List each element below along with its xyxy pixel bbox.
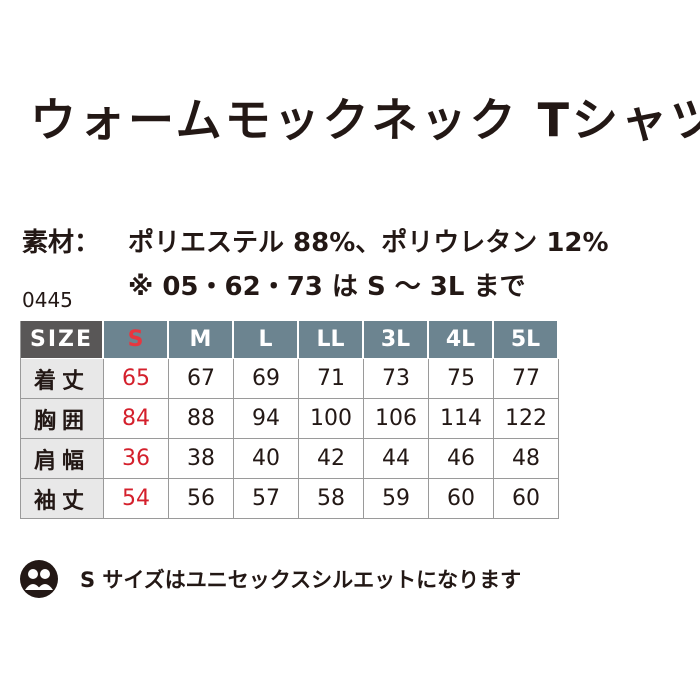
header-cell: S (104, 321, 169, 359)
cell: 73 (364, 359, 429, 399)
material-note: ※ 05・62・73 は S ～ 3L まで (128, 272, 526, 302)
material-text: ポリエステル 88%、ポリウレタン 12% (128, 228, 609, 258)
cell: 40 (234, 439, 299, 479)
cell: 56 (169, 479, 234, 519)
cell: 77 (494, 359, 559, 399)
cell: 88 (169, 399, 234, 439)
cell: 36 (104, 439, 169, 479)
cell: 58 (299, 479, 364, 519)
row-label: 肩幅 (21, 439, 104, 479)
cell: 67 (169, 359, 234, 399)
row-label: 着丈 (21, 359, 104, 399)
cell: 42 (299, 439, 364, 479)
cell: 44 (364, 439, 429, 479)
cell: 57 (234, 479, 299, 519)
cell: 48 (494, 439, 559, 479)
header-cell: 5L (494, 321, 559, 359)
row-label: 袖丈 (21, 479, 104, 519)
header-cell: M (169, 321, 234, 359)
cell: 46 (429, 439, 494, 479)
note: S サイズはユニセックスシルエットになります (80, 568, 522, 592)
header-cell: LL (299, 321, 364, 359)
cell: 106 (364, 399, 429, 439)
cell: 54 (104, 479, 169, 519)
cell: 75 (429, 359, 494, 399)
cell: 100 (299, 399, 364, 439)
cell: 114 (429, 399, 494, 439)
cell: 94 (234, 399, 299, 439)
cell: 60 (494, 479, 559, 519)
unisex-icon (20, 560, 58, 598)
header-cell: L (234, 321, 299, 359)
cell: 59 (364, 479, 429, 519)
row-label: 胸囲 (21, 399, 104, 439)
cell: 65 (104, 359, 169, 399)
header-cell: 3L (364, 321, 429, 359)
title: ウォームモックネック Tシャツ (30, 93, 700, 147)
header-cell: 4L (429, 321, 494, 359)
cell: 60 (429, 479, 494, 519)
cell: 69 (234, 359, 299, 399)
cell: 38 (169, 439, 234, 479)
header-cell: SIZE (21, 321, 104, 359)
size-table: SIZE S M L LL 3L 4L 5L 着丈 65 67 69 71 73 75 77 胸囲 84 88 94 1… (20, 321, 559, 519)
cell: 84 (104, 399, 169, 439)
cell: 122 (494, 399, 559, 439)
material-label: 素材： (22, 228, 101, 258)
product-code: 0445 (22, 288, 73, 312)
cell: 71 (299, 359, 364, 399)
